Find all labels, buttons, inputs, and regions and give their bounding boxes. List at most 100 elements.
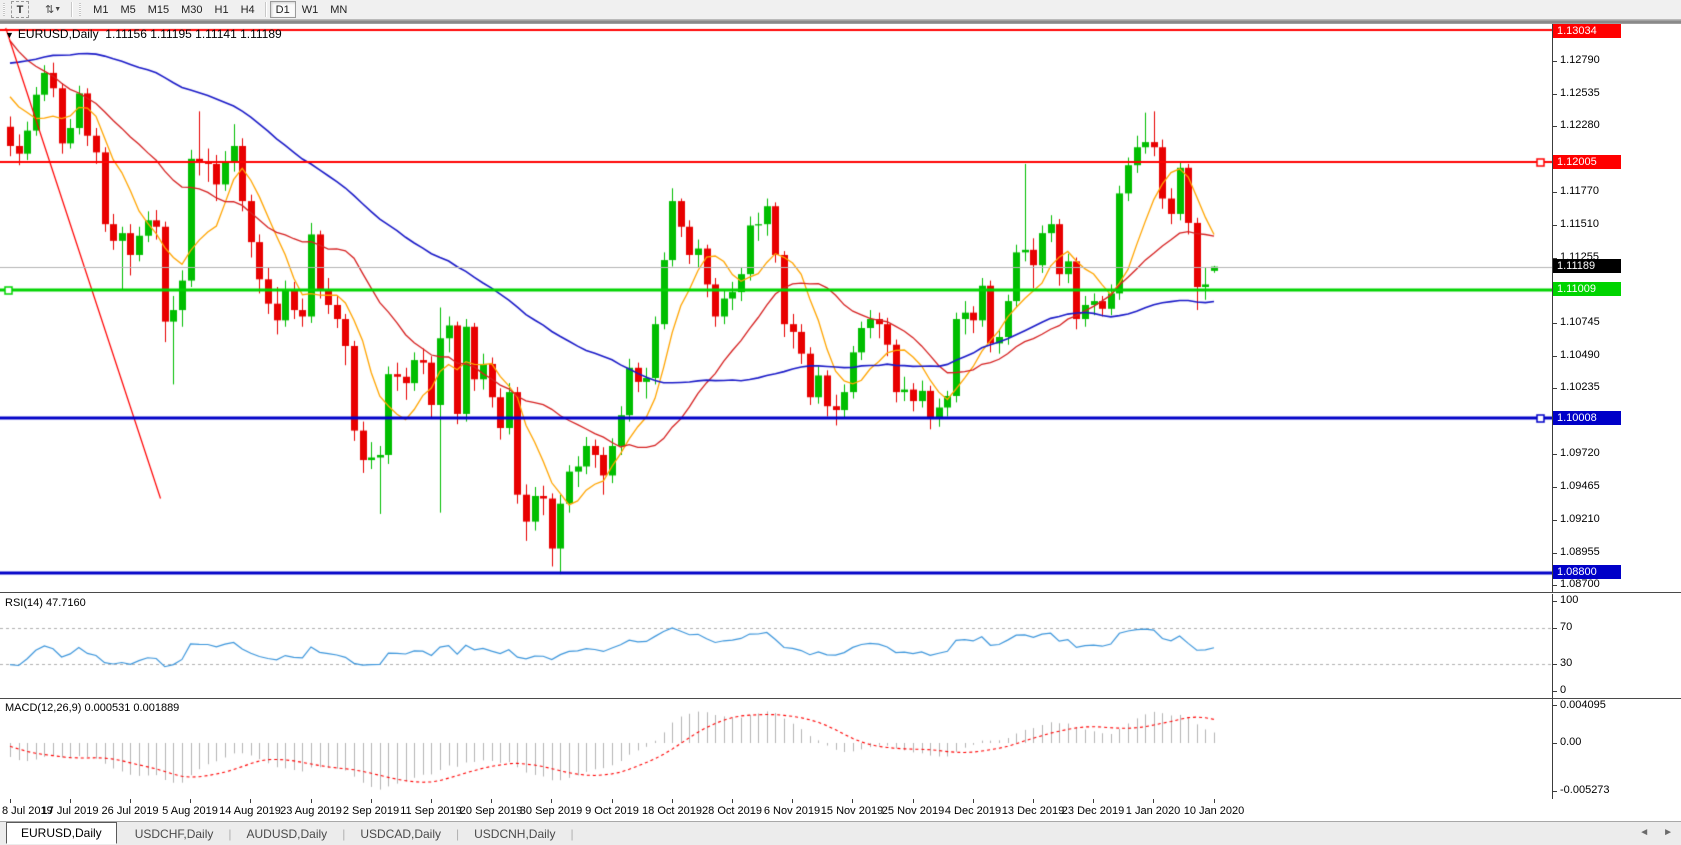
price-tick-label: 1.12280 xyxy=(1560,119,1600,131)
text-tool-button[interactable]: T xyxy=(11,1,29,18)
price-tick-label: 1.10745 xyxy=(1560,316,1600,328)
chart-tab-eurusd[interactable]: EURUSD,Daily xyxy=(6,822,117,844)
panel-divider[interactable] xyxy=(0,698,1681,699)
tab-separator: | xyxy=(228,827,232,841)
price-chart-panel: ▼ EURUSD,Daily 1.11156 1.11195 1.11141 1.… xyxy=(0,24,1681,592)
date-tick-mark xyxy=(732,799,733,803)
price-tick-mark xyxy=(1552,487,1557,488)
date-tick-mark xyxy=(371,799,372,803)
rsi-tick-mark xyxy=(1552,601,1557,602)
collapse-triangle-icon[interactable]: ▼ xyxy=(5,30,14,40)
date-label: 20 Sep 2019 xyxy=(459,805,523,817)
tab-scroll-controls: ◄ ► xyxy=(1639,827,1673,838)
price-tick-mark xyxy=(1552,61,1557,62)
chart-tab-audusd[interactable]: AUDUSD,Daily xyxy=(246,827,328,841)
price-tick-mark xyxy=(1552,553,1557,554)
rsi-label: RSI(14) 47.7160 xyxy=(5,597,86,609)
price-level-badge: 1.08800 xyxy=(1553,565,1621,579)
price-tick-label: 1.12535 xyxy=(1560,87,1600,99)
timeframe-button-h4[interactable]: H4 xyxy=(240,3,255,16)
price-tick-label: 1.08955 xyxy=(1560,546,1600,558)
price-tick-label: 1.09465 xyxy=(1560,480,1600,492)
timeframe-button-m30[interactable]: M30 xyxy=(181,3,203,16)
timeframe-button-group: M1 M5 M15 M30 H1 H4 D1 W1 MN xyxy=(87,1,353,18)
date-tick-mark xyxy=(130,799,131,803)
price-tick-label: 1.09720 xyxy=(1560,447,1600,459)
price-tick-label: 1.12790 xyxy=(1560,54,1600,66)
chevron-down-icon[interactable]: ▼ xyxy=(54,6,62,13)
panel-divider[interactable] xyxy=(0,592,1681,593)
toolbar-grip[interactable] xyxy=(79,3,85,16)
timeframe-button-m15[interactable]: M15 xyxy=(147,3,170,16)
macd-chart-canvas[interactable] xyxy=(0,699,1552,799)
price-tick-mark xyxy=(1552,225,1557,226)
date-tick-mark xyxy=(190,799,191,803)
toolbar-separator xyxy=(71,2,73,17)
date-label: 4 Dec 2019 xyxy=(944,805,1002,817)
date-label: 28 Oct 2019 xyxy=(702,805,762,817)
price-tick-label: 1.11510 xyxy=(1560,218,1599,230)
macd-tick-mark xyxy=(1552,743,1557,744)
date-label: 2 Sep 2019 xyxy=(342,805,400,817)
sort-arrows-icon: ⇅ xyxy=(45,4,54,16)
chart-tab-usdcnh[interactable]: USDCNH,Daily xyxy=(474,827,556,841)
date-label: 10 Jan 2020 xyxy=(1183,805,1245,817)
date-tick-mark xyxy=(792,799,793,803)
price-tick-mark xyxy=(1552,192,1557,193)
date-label: 6 Nov 2019 xyxy=(763,805,821,817)
rsi-tick-mark xyxy=(1552,664,1557,665)
chart-tab-usdchf[interactable]: USDCHF,Daily xyxy=(134,827,214,841)
date-tick-mark xyxy=(1033,799,1034,803)
price-level-badge: 1.11009 xyxy=(1553,282,1621,296)
date-label: 25 Nov 2019 xyxy=(881,805,945,817)
timeframe-button-m1[interactable]: M1 xyxy=(93,3,109,16)
timeframe-button-mn[interactable]: MN xyxy=(330,3,348,16)
ohlc-quote: 1.11156 1.11195 1.11141 1.11189 xyxy=(105,27,282,41)
macd-tick-mark xyxy=(1552,705,1557,706)
price-tick-mark xyxy=(1552,323,1557,324)
price-tick-mark xyxy=(1552,520,1557,521)
timeframe-button-w1[interactable]: W1 xyxy=(301,3,319,16)
indicator-sort-button[interactable]: ⇅ ▼ xyxy=(39,1,67,18)
price-level-badge: 1.13034 xyxy=(1553,24,1621,38)
rsi-tick-label: 0 xyxy=(1560,684,1567,696)
date-label: 30 Sep 2019 xyxy=(519,805,583,817)
date-tick-mark xyxy=(431,799,432,803)
price-tick-label: 1.08700 xyxy=(1560,578,1600,590)
chart-tab-usdcad[interactable]: USDCAD,Daily xyxy=(360,827,441,841)
tab-scroll-right-icon[interactable]: ► xyxy=(1663,827,1673,838)
macd-tick-label: -0.005273 xyxy=(1560,784,1610,796)
tab-separator: | xyxy=(456,827,460,841)
price-tick-label: 1.10235 xyxy=(1560,381,1600,393)
date-tick-mark xyxy=(311,799,312,803)
price-tick-label: 1.10490 xyxy=(1560,349,1600,361)
date-tick-mark xyxy=(551,799,552,803)
macd-axis-line xyxy=(1552,699,1553,799)
rsi-chart-canvas[interactable] xyxy=(0,594,1552,698)
tab-separator: | xyxy=(570,827,574,841)
price-chart-canvas[interactable] xyxy=(0,24,1552,592)
date-axis[interactable]: 8 Jul 2019 17 Jul 2019 26 Jul 2019 5 Aug 20… xyxy=(0,799,1681,821)
date-tick-mark xyxy=(913,799,914,803)
rsi-value: 47.7160 xyxy=(45,597,86,609)
symbol-label: EURUSD,Daily xyxy=(17,27,99,41)
date-label: 11 Sep 2019 xyxy=(400,805,462,817)
price-tick-mark xyxy=(1552,585,1557,586)
price-tick-mark xyxy=(1552,356,1557,357)
date-label: 1 Jan 2020 xyxy=(1125,805,1181,817)
tab-scroll-left-icon[interactable]: ◄ xyxy=(1639,827,1650,838)
timeframe-button-h1[interactable]: H1 xyxy=(214,3,229,16)
timeframe-button-d1[interactable]: D1 xyxy=(269,1,296,18)
date-tick-mark xyxy=(1214,799,1215,803)
price-tick-label: 1.11770 xyxy=(1560,185,1599,197)
price-tick-mark xyxy=(1552,94,1557,95)
toolbar-grip[interactable] xyxy=(3,3,8,16)
toolbar-separator xyxy=(264,2,266,17)
date-tick-mark xyxy=(612,799,613,803)
chart-title: ▼ EURUSD,Daily 1.11156 1.11195 1.11141 1.… xyxy=(5,27,282,41)
timeframe-button-m5[interactable]: M5 xyxy=(120,3,136,16)
date-tick-mark xyxy=(10,799,11,803)
price-tick-mark xyxy=(1552,258,1557,259)
macd-values: 0.000531 0.001889 xyxy=(84,702,180,714)
